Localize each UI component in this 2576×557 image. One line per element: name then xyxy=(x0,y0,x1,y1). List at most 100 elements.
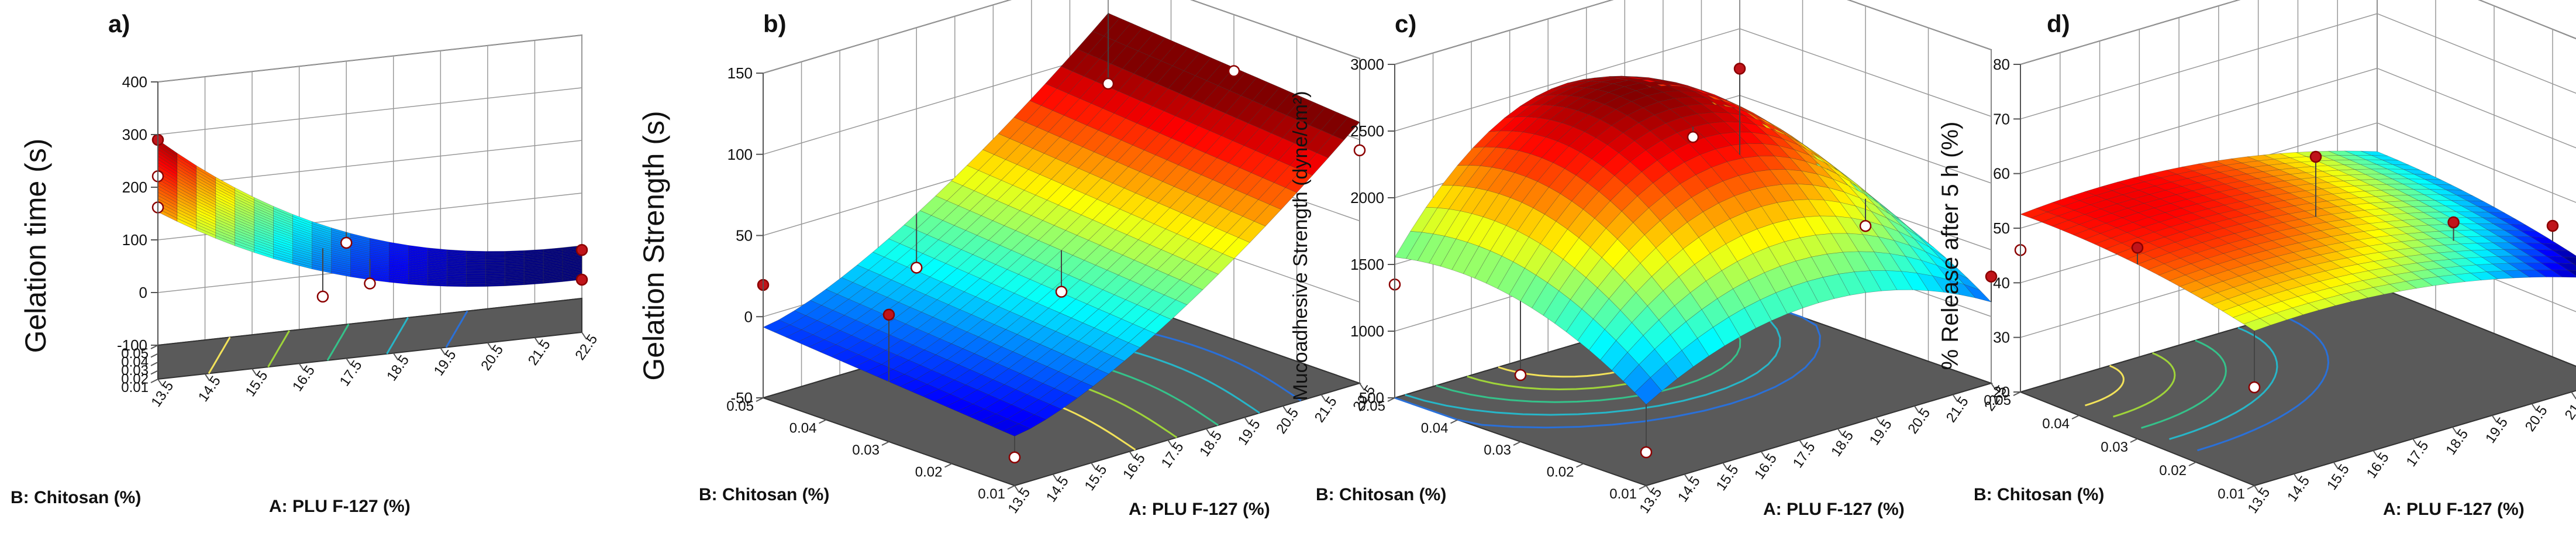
x-tick-label: 14.5 xyxy=(1675,473,1703,505)
y-tick-label: 0.04 xyxy=(2042,416,2070,432)
y-axis-title: B: Chitosan (%) xyxy=(11,488,141,507)
y-axis-title: B: Chitosan (%) xyxy=(699,485,829,504)
design-point[interactable] xyxy=(1103,78,1113,89)
z-tick-label: 3000 xyxy=(1350,56,1384,73)
design-point[interactable] xyxy=(2449,217,2459,228)
x-tick-label: 19.5 xyxy=(1235,417,1264,448)
z-tick-label: 400 xyxy=(122,73,147,91)
design-point[interactable] xyxy=(2249,382,2260,393)
x-tick-label: 21.5 xyxy=(525,337,554,369)
design-point[interactable] xyxy=(1641,447,1651,458)
x-tick-label: 15.5 xyxy=(1082,462,1111,494)
y-tick xyxy=(151,362,158,366)
z-tick-label: 200 xyxy=(122,178,147,196)
x-axis-title: A: PLU F-127 (%) xyxy=(1129,500,1270,519)
x-tick-label: 21.5 xyxy=(2562,391,2576,423)
panel-label: c) xyxy=(1395,10,1416,37)
panel-label: a) xyxy=(108,10,130,37)
design-point[interactable] xyxy=(341,238,351,248)
surface-facet xyxy=(466,274,485,276)
design-point[interactable] xyxy=(1515,370,1526,380)
design-point[interactable] xyxy=(1056,287,1067,297)
x-tick-label: 15.5 xyxy=(243,368,271,400)
x-tick-label: 15.5 xyxy=(2324,462,2353,493)
y-tick-label: 0.05 xyxy=(1358,398,1385,414)
surface-facet xyxy=(466,280,485,282)
z-tick-label: 1500 xyxy=(1350,256,1384,273)
z-tick-label: 1000 xyxy=(1350,322,1384,340)
y-tick-label: 0.02 xyxy=(1547,465,1574,480)
design-point[interactable] xyxy=(1860,221,1871,231)
z-axis-title: Gelation time (s) xyxy=(19,139,52,353)
x-axis-title: A: PLU F-127 (%) xyxy=(269,497,411,516)
design-point[interactable] xyxy=(884,310,894,320)
x-tick-label: 21.5 xyxy=(1943,394,1972,425)
z-tick-label: 0 xyxy=(139,284,147,301)
surface-facet xyxy=(466,272,485,274)
y-tick-label: 0.03 xyxy=(2101,439,2128,455)
y-tick-label: 0.05 xyxy=(121,346,149,362)
x-tick-label: 16.5 xyxy=(1120,451,1149,482)
z-tick-label: 80 xyxy=(1993,56,2010,73)
y-tick-label: 0.01 xyxy=(2218,486,2245,502)
design-point[interactable] xyxy=(1354,145,1365,156)
y-tick xyxy=(2072,415,2079,419)
y-tick-label: 0.02 xyxy=(2159,463,2187,479)
x-tick-label: 20.5 xyxy=(1273,405,1302,437)
x-tick-label: 15.5 xyxy=(1713,462,1742,494)
design-point[interactable] xyxy=(1734,63,1745,74)
x-tick-label: 18.5 xyxy=(1828,428,1857,460)
x-tick-label: 17.5 xyxy=(1790,439,1819,471)
x-tick-label: 16.5 xyxy=(1751,451,1780,482)
z-tick-label: 40 xyxy=(1993,274,2010,291)
x-axis-title: A: PLU F-127 (%) xyxy=(1763,500,1905,519)
x-tick-label: 20.5 xyxy=(478,342,506,374)
y-tick xyxy=(2189,462,2196,466)
x-tick-label: 14.5 xyxy=(1043,473,1072,505)
x-tick-label: 14.5 xyxy=(2284,473,2313,505)
x-tick-label: 13.5 xyxy=(148,379,177,410)
design-point[interactable] xyxy=(911,262,922,273)
design-point[interactable] xyxy=(2547,221,2558,231)
design-point[interactable] xyxy=(1009,452,1020,463)
y-tick xyxy=(882,442,889,445)
y-tick xyxy=(151,379,158,383)
x-tick-label: 14.5 xyxy=(195,373,224,405)
design-point[interactable] xyxy=(577,274,587,285)
surface-facet xyxy=(466,285,485,287)
surface-facet xyxy=(466,276,485,277)
design-point[interactable] xyxy=(1229,66,1239,77)
z-tick-label: 0 xyxy=(744,308,753,325)
z-tick-label: 70 xyxy=(1993,110,2010,128)
y-tick-label: 0.03 xyxy=(1484,442,1511,458)
y-tick xyxy=(1513,442,1520,445)
design-point[interactable] xyxy=(2311,152,2321,162)
z-tick-label: 2500 xyxy=(1350,122,1384,140)
z-tick-label: 100 xyxy=(122,231,147,249)
y-tick-label: 0.04 xyxy=(789,421,817,436)
x-tick-label: 18.5 xyxy=(2443,427,2471,458)
design-point[interactable] xyxy=(577,245,587,255)
design-point[interactable] xyxy=(1688,132,1698,142)
x-tick-label: 16.5 xyxy=(2364,450,2392,482)
x-tick-label: 13.5 xyxy=(1636,485,1665,517)
design-point[interactable] xyxy=(2132,242,2143,253)
x-axis-title: A: PLU F-127 (%) xyxy=(2383,500,2525,519)
y-tick xyxy=(2247,486,2254,489)
x-tick-label: 17.5 xyxy=(1158,439,1187,471)
y-tick xyxy=(945,464,952,467)
design-point[interactable] xyxy=(365,278,375,289)
x-tick-label: 20.5 xyxy=(2522,403,2551,435)
surface-facet xyxy=(447,285,466,287)
x-tick-label: 16.5 xyxy=(289,363,318,394)
surface-facet xyxy=(466,277,485,278)
y-tick-label: 0.02 xyxy=(915,465,943,480)
x-tick-label: 21.5 xyxy=(1312,394,1340,425)
y-tick xyxy=(151,354,158,357)
x-tick-label: 20.5 xyxy=(1905,405,1933,437)
design-point[interactable] xyxy=(318,291,328,302)
